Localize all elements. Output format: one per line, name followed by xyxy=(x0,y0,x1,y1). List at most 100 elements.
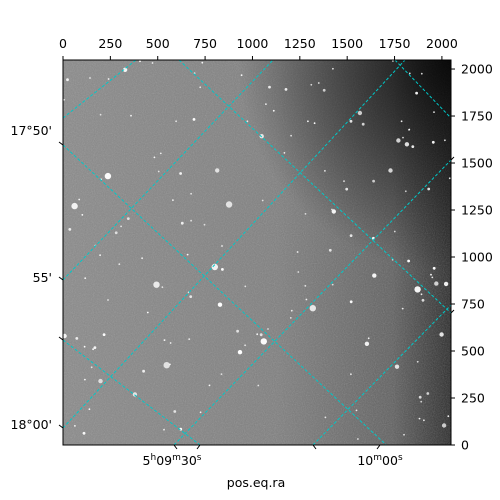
star xyxy=(83,345,86,348)
star xyxy=(99,113,102,116)
star xyxy=(414,286,421,293)
star xyxy=(118,263,121,265)
star xyxy=(403,433,405,436)
star xyxy=(393,230,396,233)
star xyxy=(265,103,267,105)
star xyxy=(107,299,109,301)
star xyxy=(309,305,316,312)
star xyxy=(189,295,193,298)
star xyxy=(104,172,112,180)
star xyxy=(420,293,423,296)
star xyxy=(345,187,349,191)
star xyxy=(426,392,430,395)
star xyxy=(260,338,267,345)
left-axis: 17°50' 55' 18°00' xyxy=(11,123,64,432)
star xyxy=(114,231,118,235)
star xyxy=(99,254,101,256)
star xyxy=(201,61,204,64)
star xyxy=(416,360,419,363)
star xyxy=(186,253,189,256)
star xyxy=(163,428,165,431)
star xyxy=(90,366,93,369)
grid-line xyxy=(63,60,137,119)
star xyxy=(217,302,223,307)
star xyxy=(361,122,365,126)
star xyxy=(400,120,403,123)
star xyxy=(441,423,447,428)
star xyxy=(192,118,196,121)
star xyxy=(66,78,69,82)
star xyxy=(221,268,224,271)
right-tick-label: 750 xyxy=(461,297,485,312)
star xyxy=(236,329,240,333)
star xyxy=(404,190,407,193)
star xyxy=(71,202,78,210)
star xyxy=(324,170,326,172)
star xyxy=(433,111,435,113)
star xyxy=(84,277,87,280)
star xyxy=(225,201,233,208)
top-tick-label: 1500 xyxy=(331,36,363,51)
right-tick-label: 500 xyxy=(461,344,485,359)
star xyxy=(392,60,394,62)
star xyxy=(240,74,243,77)
star xyxy=(78,198,81,201)
star xyxy=(169,342,172,344)
star xyxy=(305,298,308,301)
star xyxy=(357,110,363,116)
ra-tick-label: 10m00s xyxy=(357,453,403,468)
star xyxy=(82,431,86,435)
star xyxy=(443,281,449,287)
star xyxy=(92,348,94,351)
bottom-axis: 5h09m30s 10m00s xyxy=(143,444,403,468)
grid-line xyxy=(63,60,274,281)
star xyxy=(68,228,72,231)
top-tick-label: 1750 xyxy=(379,36,411,51)
star xyxy=(355,409,358,412)
star xyxy=(350,373,352,376)
star xyxy=(126,217,130,221)
star xyxy=(310,83,313,86)
star xyxy=(161,286,164,289)
star xyxy=(367,337,370,340)
plot-frame xyxy=(62,59,452,446)
star xyxy=(244,344,247,347)
star xyxy=(107,78,110,80)
star xyxy=(421,298,425,302)
star xyxy=(81,214,84,216)
star xyxy=(404,142,410,147)
star xyxy=(284,88,288,91)
star xyxy=(343,180,345,183)
star xyxy=(142,369,146,373)
top-tick-label: 2000 xyxy=(426,36,458,51)
sky-image xyxy=(63,60,451,445)
star xyxy=(175,120,178,123)
star xyxy=(190,219,193,222)
star xyxy=(349,234,353,238)
star xyxy=(180,221,184,225)
ra-tick-label: 5h09m30s xyxy=(143,453,202,468)
star xyxy=(372,273,377,278)
star xyxy=(357,438,359,440)
grid-line xyxy=(63,60,406,429)
left-tick xyxy=(58,141,64,146)
grid-line xyxy=(312,304,451,445)
star xyxy=(430,273,432,276)
star xyxy=(332,67,334,70)
star xyxy=(324,416,327,419)
star xyxy=(447,415,450,418)
bottom-tick xyxy=(196,444,201,450)
star xyxy=(157,170,160,173)
right-tick-label: 2000 xyxy=(461,62,493,77)
star xyxy=(259,134,264,139)
star xyxy=(215,168,220,173)
star xyxy=(372,179,375,183)
star xyxy=(153,281,160,288)
star xyxy=(431,276,434,279)
star xyxy=(444,139,446,142)
left-tick xyxy=(58,336,64,341)
star xyxy=(420,72,423,75)
star xyxy=(190,192,193,195)
star xyxy=(188,338,191,340)
star xyxy=(199,86,202,89)
